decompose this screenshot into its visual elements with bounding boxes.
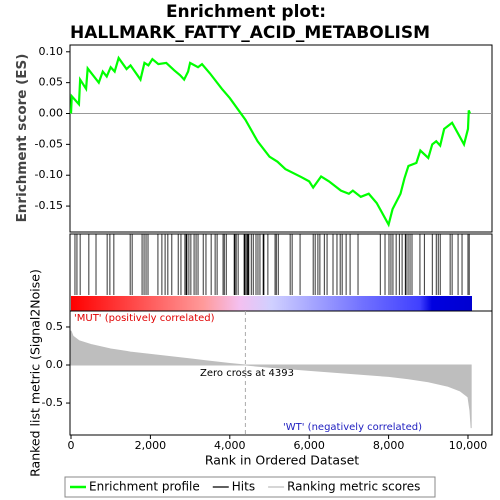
es-y-label: Enrichment score (ES) [14, 54, 30, 223]
y-tick-label: 0.0 [46, 358, 64, 371]
legend-label: Hits [232, 480, 255, 494]
x-tick-label: 0 [68, 439, 75, 452]
metric-area [70, 330, 472, 429]
annotation-wt: 'WT' (negatively correlated) [283, 422, 422, 433]
y-tick-label: 0.10 [39, 45, 64, 58]
title-line-1: Enrichment plot: [166, 2, 326, 22]
metric-y-label: Ranked list metric (Signal2Noise) [28, 269, 43, 477]
legend-box [64, 476, 436, 498]
y-tick-label: 0.00 [39, 107, 64, 120]
x-tick-label: 10,000 [449, 439, 488, 452]
y-tick-label: -0.10 [35, 168, 63, 181]
annotation-mut: 'MUT' (positively correlated) [74, 313, 215, 324]
color-bar [71, 296, 472, 311]
x-tick-label: 8,000 [373, 439, 405, 452]
y-tick-label: -0.5 [42, 396, 63, 409]
legend-label: Ranking metric scores [287, 480, 420, 494]
annotation-zero: Zero cross at 4393 [200, 368, 294, 379]
x-tick-label: 2,000 [135, 439, 167, 452]
y-tick-label: 0.5 [46, 320, 64, 333]
x-tick-label: 6,000 [293, 439, 325, 452]
x-tick-label: 4,000 [214, 439, 246, 452]
y-tick-label: 0.05 [39, 76, 64, 89]
y-tick-label: -0.15 [35, 199, 63, 212]
metric-frame [69, 310, 493, 436]
x-label: Rank in Ordered Dataset [205, 453, 359, 468]
legend-label: Enrichment profile [89, 480, 200, 494]
es-frame [69, 44, 493, 233]
title-line-2: HALLMARK_FATTY_ACID_METABOLISM [70, 23, 430, 43]
y-tick-label: -0.05 [35, 137, 63, 150]
es-line [69, 55, 471, 228]
